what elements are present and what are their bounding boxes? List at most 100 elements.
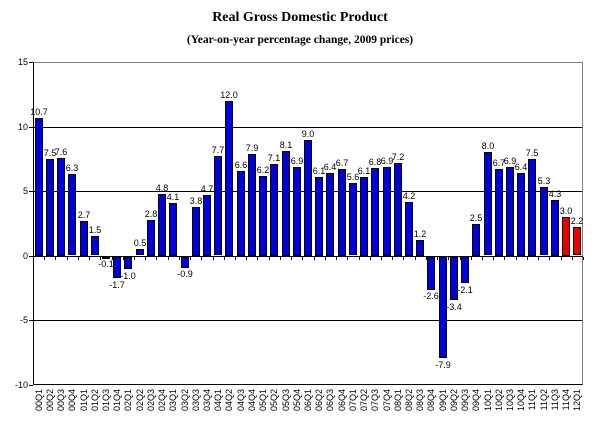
- category-tick: [460, 257, 461, 260]
- category-tick: [280, 257, 281, 260]
- bar-value-label: 0.5: [133, 238, 147, 248]
- bar-value-label: 6.9: [503, 156, 517, 166]
- category-tick: [527, 257, 528, 260]
- bar-value-label: 2.8: [144, 209, 158, 219]
- category-tick: [224, 257, 225, 260]
- x-axis-label: 06Q4: [337, 389, 347, 412]
- bar-08Q2: [405, 202, 413, 256]
- bar-value-label: 7.2: [391, 152, 405, 162]
- x-axis-label: 02Q3: [146, 389, 156, 412]
- category-tick: [168, 257, 169, 260]
- x-axis-label: 03Q4: [202, 389, 212, 412]
- x-axis-label: 05Q3: [281, 389, 291, 412]
- category-tick: [561, 257, 562, 260]
- x-axis-label: 00Q2: [45, 389, 55, 412]
- bar-value-label: 6.9: [380, 156, 394, 166]
- bar-04Q1: [214, 156, 222, 255]
- x-axis-label: 09Q2: [449, 389, 459, 412]
- category-tick: [482, 257, 483, 260]
- y-axis-label: -10: [14, 380, 28, 390]
- category-tick: [190, 257, 191, 260]
- bar-06Q2: [315, 177, 323, 256]
- bar-value-label: 6.9: [290, 156, 304, 166]
- bar-01Q3: [102, 257, 110, 259]
- category-tick: [291, 257, 292, 260]
- bar-11Q3: [551, 200, 559, 256]
- bar-value-label: 3.8: [189, 196, 203, 206]
- bar-02Q2: [136, 249, 144, 255]
- bar-10Q1: [484, 152, 492, 255]
- x-axis-label: 11Q1: [527, 389, 537, 411]
- category-tick: [572, 257, 573, 260]
- x-axis-label: 10Q1: [483, 389, 493, 412]
- bar-value-label: 5.6: [346, 172, 360, 182]
- x-axis-label: 04Q1: [213, 389, 223, 412]
- bar-value-label: 6.2: [256, 165, 270, 175]
- bar-00Q3: [57, 158, 65, 256]
- category-tick: [381, 257, 382, 260]
- bar-07Q1: [349, 183, 357, 255]
- bar-10Q3: [506, 167, 514, 256]
- bar-value-label: 2.7: [77, 210, 91, 220]
- x-axis-label: 07Q3: [370, 389, 380, 412]
- x-axis-label: 01Q2: [90, 389, 100, 412]
- bar-11Q2: [540, 187, 548, 255]
- bar-value-label: 6.8: [368, 157, 382, 167]
- category-tick: [370, 257, 371, 260]
- bar-06Q1: [304, 140, 312, 256]
- bar-value-label: 4.3: [548, 189, 562, 199]
- x-axis-label: 06Q3: [325, 389, 335, 412]
- bar-value-label: 10.7: [30, 107, 48, 117]
- bar-value-label: 1.2: [413, 229, 427, 239]
- bar-value-label: -0.1: [98, 259, 114, 269]
- x-axis-label: 04Q3: [236, 389, 246, 412]
- bar-value-label: 7.5: [43, 148, 57, 158]
- bar-02Q1: [124, 257, 132, 269]
- category-tick: [583, 257, 584, 260]
- category-tick: [123, 257, 124, 260]
- category-tick: [493, 257, 494, 260]
- x-axis-label: 10Q2: [494, 389, 504, 412]
- bar-value-label: 2.5: [469, 213, 483, 223]
- bar-value-label: 6.6: [234, 160, 248, 170]
- bar-12Q1: [573, 227, 581, 255]
- y-axis-label: 5: [22, 186, 28, 196]
- category-tick: [112, 257, 113, 260]
- bar-07Q3: [371, 168, 379, 256]
- x-axis-label: 05Q2: [269, 389, 279, 412]
- bar-value-label: -1.0: [120, 271, 136, 281]
- x-axis-label: 04Q4: [247, 389, 257, 412]
- category-tick: [426, 257, 427, 260]
- bar-07Q2: [360, 177, 368, 256]
- bar-08Q4: [427, 257, 435, 290]
- bar-09Q3: [461, 257, 469, 283]
- x-axis-label: 07Q4: [382, 389, 392, 412]
- category-tick: [269, 257, 270, 260]
- bar-01Q1: [80, 221, 88, 256]
- x-axis-label: 10Q4: [516, 389, 526, 412]
- bar-value-label: 8.0: [481, 141, 495, 151]
- x-axis-label: 00Q3: [56, 389, 66, 412]
- bar-03Q2: [181, 257, 189, 268]
- x-axis-label: 02Q2: [135, 389, 145, 412]
- bar-05Q2: [270, 164, 278, 256]
- bar-05Q3: [282, 151, 290, 256]
- bar-value-label: 7.6: [54, 147, 68, 157]
- bar-07Q4: [383, 167, 391, 256]
- x-axis-label: 02Q4: [157, 389, 167, 412]
- bar-11Q4: [562, 217, 570, 256]
- x-axis-label: 08Q2: [404, 389, 414, 412]
- category-tick: [213, 257, 214, 260]
- x-axis-label: 07Q2: [359, 389, 369, 412]
- category-tick: [44, 257, 45, 260]
- gridline--5: [34, 320, 582, 321]
- category-tick: [314, 257, 315, 260]
- bar-10Q4: [517, 173, 525, 256]
- y-axis-label: 0: [22, 251, 28, 261]
- category-tick: [359, 257, 360, 260]
- bar-00Q4: [68, 174, 76, 255]
- x-axis-label: 03Q1: [168, 389, 178, 412]
- x-axis-label: 12Q1: [572, 389, 582, 412]
- bar-03Q1: [169, 203, 177, 256]
- x-axis-label: 01Q1: [79, 389, 89, 412]
